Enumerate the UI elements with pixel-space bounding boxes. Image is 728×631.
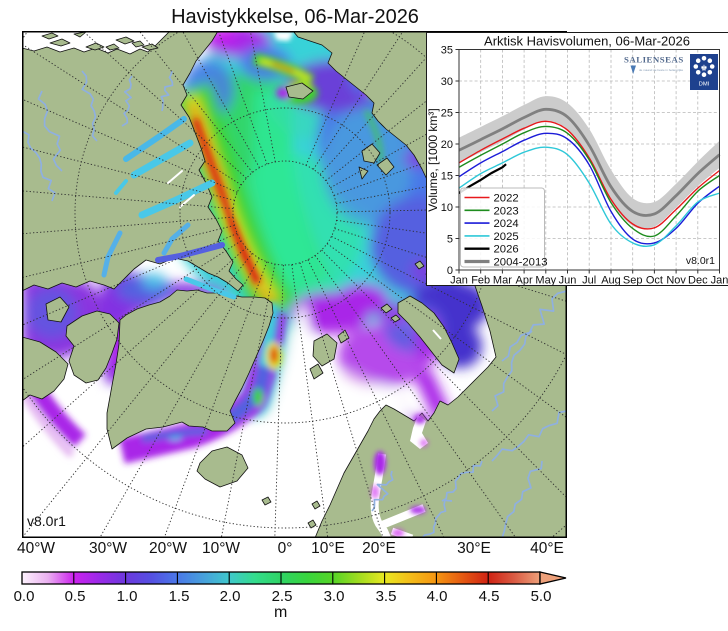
svg-text:35: 35 — [441, 45, 453, 57]
svg-text:2024: 2024 — [494, 218, 519, 230]
svg-text:20: 20 — [441, 139, 453, 151]
svg-text:2022: 2022 — [494, 193, 519, 205]
svg-text:Arktisk Havisvolumen, 06-Mar-2: Arktisk Havisvolumen, 06-Mar-2026 — [484, 34, 690, 49]
svg-text:SALIENSEAS: SALIENSEAS — [624, 55, 684, 65]
svg-text:Apr: Apr — [516, 275, 533, 286]
svg-text:Jun: Jun — [559, 275, 577, 286]
svg-text:5: 5 — [447, 234, 453, 246]
svg-text:Aug: Aug — [601, 275, 621, 286]
svg-text:15: 15 — [441, 171, 453, 183]
svg-text:Oct: Oct — [646, 275, 663, 286]
svg-text:DMI: DMI — [699, 82, 710, 88]
svg-text:Feb: Feb — [471, 275, 490, 286]
svg-text:Volume, [1000 km³]: Volume, [1000 km³] — [427, 108, 440, 211]
svg-text:Jul: Jul — [582, 275, 596, 286]
svg-text:♚: ♚ — [700, 64, 707, 73]
svg-text:Sep: Sep — [623, 275, 643, 286]
svg-text:Dec: Dec — [688, 275, 708, 286]
svg-text:Jan: Jan — [450, 275, 468, 286]
svg-text:0: 0 — [447, 265, 453, 277]
svg-text:de maand de beste in belangrij: de maand de beste in belangrijke — [639, 68, 684, 72]
svg-text:v8.0r1: v8.0r1 — [686, 255, 715, 267]
svg-text:2004-2013: 2004-2013 — [494, 257, 548, 269]
svg-text:2025: 2025 — [494, 231, 519, 243]
svg-text:10: 10 — [441, 202, 453, 214]
svg-text:30: 30 — [441, 76, 453, 88]
svg-text:2026: 2026 — [494, 244, 519, 256]
svg-text:May: May — [535, 275, 556, 286]
svg-text:Jan: Jan — [711, 275, 728, 286]
svg-text:2023: 2023 — [494, 205, 519, 217]
svg-text:Mar: Mar — [493, 275, 512, 286]
svg-text:25: 25 — [441, 108, 453, 120]
svg-text:Nov: Nov — [666, 275, 686, 286]
